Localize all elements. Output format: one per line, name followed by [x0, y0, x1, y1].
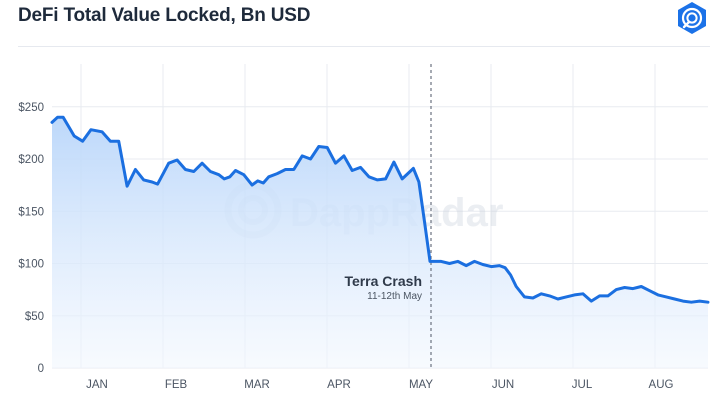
y-tick-label: 0 — [38, 363, 44, 375]
x-tick-label: MAR — [244, 379, 270, 391]
chart-title: DeFi Total Value Locked, Bn USD — [18, 5, 311, 26]
y-tick-label: $150 — [18, 206, 44, 218]
x-tick-label: FEB — [165, 379, 188, 391]
x-tick-label: JAN — [86, 379, 108, 391]
logo-ring-inner — [686, 12, 698, 24]
annotation-title: Terra Crash — [344, 273, 422, 289]
x-axis-labels: JAN FEB MAR APR MAY JUN JUL AUG — [86, 379, 673, 391]
y-tick-label: $50 — [25, 311, 44, 323]
x-tick-label: AUG — [649, 379, 674, 391]
tvl-area-fill — [52, 117, 708, 368]
y-tick-label: $200 — [18, 154, 44, 166]
y-tick-label: $250 — [18, 102, 44, 114]
logo-tail — [682, 20, 691, 29]
x-tick-label: JUN — [492, 379, 514, 391]
x-tick-label: MAY — [409, 379, 433, 391]
x-tick-label: APR — [327, 379, 351, 391]
y-axis-labels: 0 $50 $100 $150 $200 $250 — [18, 102, 44, 375]
tvl-line — [50, 115, 710, 304]
logo-ring-outer — [681, 7, 703, 29]
annotation-subtitle: 11-12th May — [367, 291, 422, 302]
dappradar-logo-icon — [678, 2, 706, 34]
y-tick-label: $100 — [18, 259, 44, 271]
x-tick-label: JUL — [572, 379, 593, 391]
header-divider — [18, 46, 710, 47]
